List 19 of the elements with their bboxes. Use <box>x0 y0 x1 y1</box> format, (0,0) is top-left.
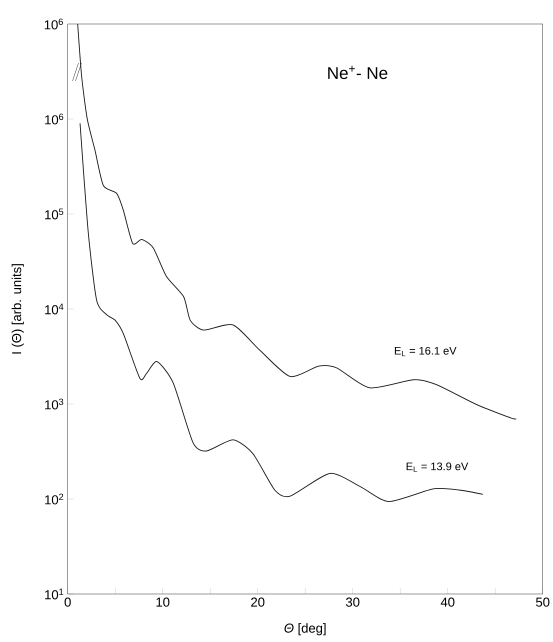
x-tick-label: 50 <box>536 598 550 607</box>
y-tick-label: 10$^{4}$ <box>45 304 64 314</box>
y-axis-title: I (Θ) [arb. units] <box>12 264 24 354</box>
y-tick-label: 10$^{2}$ <box>45 494 64 504</box>
x-tick-label: 40 <box>440 598 454 607</box>
text: E$_{L}$ = 16.1 eV <box>394 346 456 356</box>
x-tick-label: 30 <box>346 598 360 607</box>
y-tick-label: 10$^{5}$ <box>45 208 64 220</box>
series-label: E$_{L}$ = 13.9 eV <box>406 462 468 472</box>
x-tick-label: 20 <box>251 598 264 607</box>
y-tick-label: 10$^{1}$ <box>45 588 64 600</box>
x-tick-label: 0 <box>64 598 71 607</box>
y-tick-label: 10$^{6}$ <box>45 114 64 124</box>
line-series <box>77 24 516 420</box>
y-tick-label: 10$^{3}$ <box>45 398 64 410</box>
line-series <box>79 122 484 502</box>
x-axis-title: Θ [deg] <box>284 623 326 636</box>
text: Ne$^{+}$- Ne <box>328 66 388 80</box>
x-tick-label: 10 <box>156 598 170 607</box>
